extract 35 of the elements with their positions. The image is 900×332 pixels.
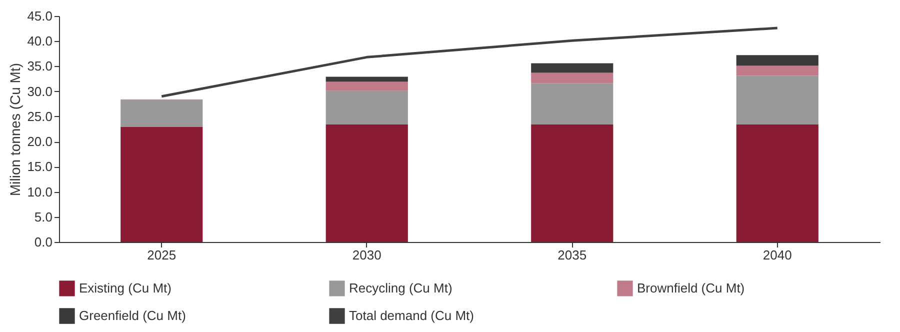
x-tick-label: 2025 [147,248,176,262]
bar [736,124,818,242]
y-tick-label: 45.0 [27,8,52,24]
x-tick-label: 2040 [762,248,792,262]
bar [736,55,818,66]
y-tick-label: 15.0 [27,159,52,174]
bar [326,76,408,82]
y-tick-label: 25.0 [27,108,52,124]
x-tick-label: 2030 [352,248,382,262]
legend-label: Total demand (Cu Mt) [349,308,474,323]
y-tick-label: 10.0 [27,184,52,200]
bar [120,126,203,242]
legend-label: Existing (Cu Mt) [79,280,172,296]
bar [531,63,614,73]
legend-label: Greenfield (Cu Mt) [79,308,186,323]
legend-label: Recycling (Cu Mt) [349,280,452,296]
x-tick-label: 2035 [558,248,587,262]
y-tick-label: 20.0 [27,134,52,150]
bar [736,66,818,76]
bar [326,82,408,91]
bar [120,100,203,127]
y-tick-label: 30.0 [27,84,52,99]
legend-label: Brownfield (Cu Mt) [637,280,745,296]
y-tick-label: 5.0 [34,209,52,224]
y-tick-label: 35.0 [27,58,52,74]
bar [736,76,818,124]
y-axis-title: Milion tonnes (Cu Mt) [7,62,24,196]
bar [531,83,614,124]
y-tick-label: 40.0 [27,34,52,49]
bar [531,124,614,242]
y-tick-label: 0.0 [34,234,52,250]
bar [326,124,408,242]
line-series [160,26,779,98]
bar [326,90,408,124]
bar [531,72,614,84]
